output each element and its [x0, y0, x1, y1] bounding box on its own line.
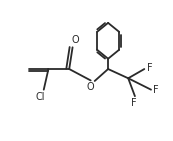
Text: O: O — [71, 35, 79, 45]
Text: F: F — [153, 85, 159, 95]
Text: O: O — [86, 81, 94, 92]
Text: Cl: Cl — [36, 92, 45, 102]
Text: F: F — [147, 63, 152, 73]
Text: F: F — [131, 98, 137, 108]
